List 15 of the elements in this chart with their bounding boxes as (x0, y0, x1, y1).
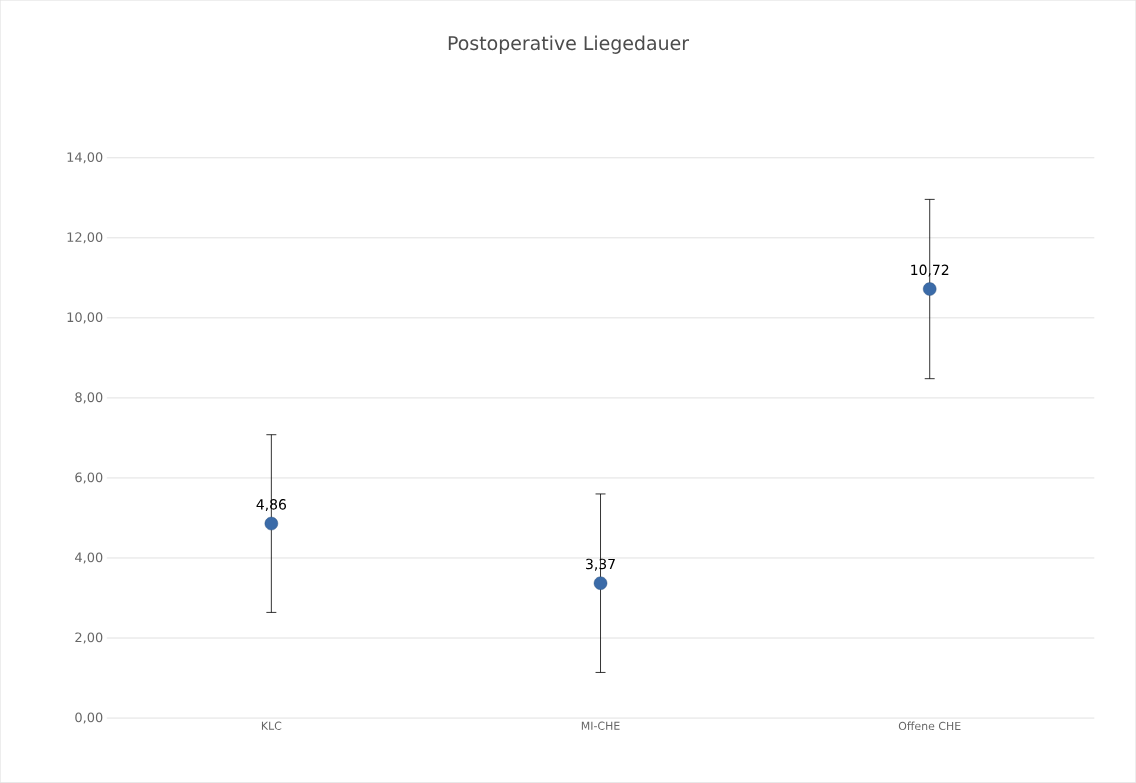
y-tick-label: 10,00 (67, 312, 103, 324)
x-tick-label: Offene CHE (898, 721, 961, 731)
y-tick-label: 14,00 (67, 152, 103, 164)
x-tick-label: KLC (261, 721, 282, 730)
y-tick-label: 4,00 (75, 552, 103, 564)
point (593, 576, 608, 590)
x-tick-label: MI-CHE (581, 721, 620, 730)
y-tick-label: 8,00 (75, 392, 103, 404)
y-tick-label: 0,00 (75, 712, 103, 724)
y-tick-label: 2,00 (75, 632, 103, 644)
chart-title: Postoperative Liegedauer (448, 35, 690, 54)
point (923, 282, 937, 296)
y-tick-label: 6,00 (75, 472, 103, 484)
y-tick-label: 12,00 (67, 232, 103, 244)
point (264, 516, 279, 531)
